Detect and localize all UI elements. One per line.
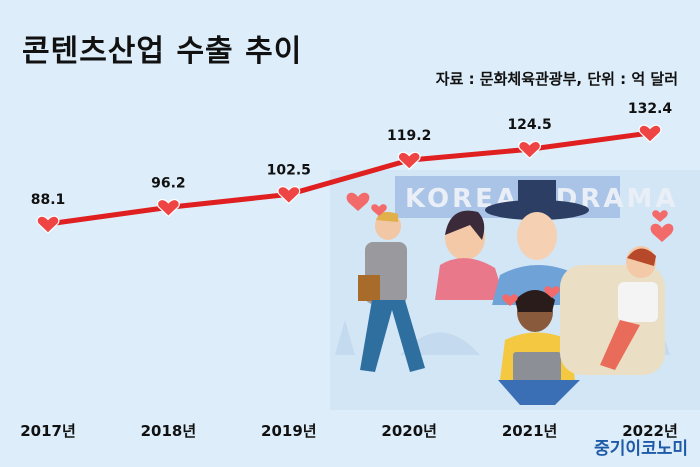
data-point-heart (36, 215, 60, 234)
data-label: 88.1 (31, 192, 66, 208)
data-point-heart (518, 140, 542, 160)
chart-title: 콘텐츠산업 수출 추이 (22, 34, 303, 69)
data-label: 96.2 (151, 175, 186, 191)
data-point-heart (277, 186, 301, 205)
source-note: 자료 : 문화체육관광부, 단위 : 억 달러 (435, 70, 678, 88)
armchair-woman-figure (560, 246, 665, 375)
series-line (47, 130, 651, 227)
data-point-heart (156, 199, 180, 218)
data-label: 102.5 (267, 162, 311, 178)
data-label: 124.5 (507, 117, 551, 133)
marker-layer (36, 124, 662, 234)
woman-figure (435, 210, 505, 300)
woman-laptop-figure (498, 290, 580, 405)
korean-drama-illustration: KOREAN DRAMA (330, 170, 700, 410)
data-point-heart (397, 151, 421, 170)
x-tick-label: 2020년 (381, 422, 437, 440)
series-line-layer (47, 130, 651, 227)
data-label: 132.4 (628, 101, 673, 117)
x-axis-ticks: 2017년 2018년 2019년 2020년 2021년 2022년 (20, 422, 678, 440)
x-tick-label: 2022년 (622, 422, 678, 440)
data-point-heart (638, 124, 662, 143)
floating-hearts (346, 192, 674, 306)
x-tick-label: 2021년 (502, 422, 558, 440)
walking-man-figure (358, 212, 425, 372)
x-tick-label: 2017년 (20, 422, 76, 440)
skyline-silhouette (335, 320, 670, 355)
x-tick-label: 2018년 (141, 422, 197, 440)
x-tick-label: 2019년 (261, 422, 317, 440)
brand-logo: 중기이코노미 (594, 439, 688, 459)
data-label-layer: 88.1 96.2 102.5 119.2 124.5 132.4 (31, 101, 673, 208)
data-label: 119.2 (387, 128, 431, 144)
